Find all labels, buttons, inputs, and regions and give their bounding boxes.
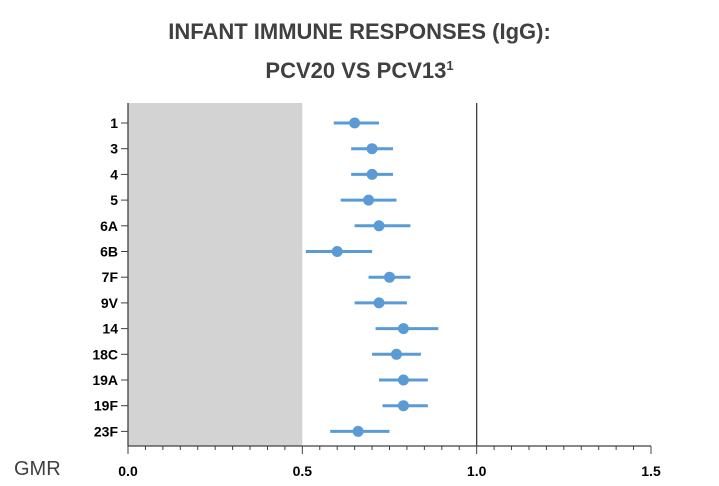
y-tick-label: 5 — [110, 192, 118, 208]
y-tick-label: 4 — [110, 166, 118, 182]
y-tick-label: 7F — [102, 269, 119, 285]
x-tick-label: 0.5 — [293, 463, 313, 479]
gmr-point-18c — [390, 348, 402, 360]
gmr-point-19f — [397, 400, 409, 412]
gmr-point-1 — [349, 117, 361, 129]
gmr-point-6a — [373, 220, 385, 232]
gmr-point-14 — [397, 323, 409, 335]
gmr-point-23f — [352, 425, 364, 437]
gmr-point-9v — [373, 297, 385, 309]
x-tick-label: 0.0 — [118, 463, 138, 479]
y-tick-label: 6B — [100, 244, 118, 260]
chart-title-text: PCV20 VS PCV13 — [265, 58, 447, 83]
gmr-point-6b — [331, 246, 343, 257]
y-tick-label: 1 — [110, 115, 118, 131]
y-tick-label: 14 — [102, 321, 118, 337]
data-marks — [305, 117, 439, 437]
gmr-point-7f — [384, 271, 395, 283]
gmr-point-3 — [366, 143, 378, 155]
chart-title-line-1: INFANT IMMUNE RESPONSES (IgG): — [168, 19, 551, 44]
y-tick-label: 9V — [101, 295, 119, 311]
gmr-point-4 — [366, 168, 378, 180]
gmr-point-5 — [363, 194, 375, 206]
y-tick-label: 3 — [110, 141, 118, 157]
x-tick-label: 1.0 — [467, 463, 487, 479]
footnote-superscript: 1 — [446, 58, 454, 73]
gmr-point-19a — [397, 374, 409, 386]
y-tick-label: 18C — [92, 346, 118, 362]
chart-title-line-2: PCV20 VS PCV131 — [0, 52, 719, 85]
y-tick-label: 6A — [100, 218, 118, 234]
x-axis-label: GMR — [14, 458, 61, 480]
y-axis-ticks: 1 3 4 5 6A 6B 7F 9V 14 18C 19A 19F 23F — [92, 115, 128, 439]
y-tick-label: 19A — [92, 372, 118, 388]
x-axis-ticks: 0.0 0.5 1.0 1.5 — [118, 446, 661, 479]
shaded-region — [128, 103, 303, 446]
y-tick-label: 19F — [94, 398, 119, 414]
x-tick-label: 1.5 — [641, 463, 661, 479]
y-tick-label: 23F — [94, 423, 119, 439]
